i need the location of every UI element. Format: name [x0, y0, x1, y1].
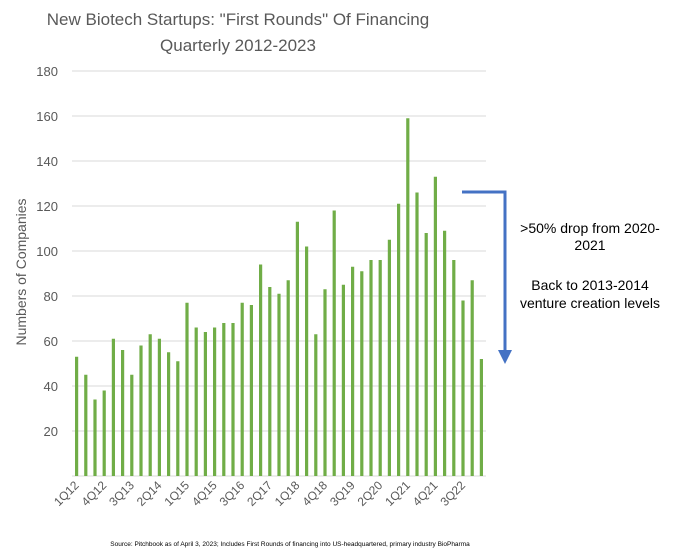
bar-2Q12	[84, 374, 88, 476]
x-tick-label: 4Q21	[410, 478, 441, 509]
x-tick-label: 3Q19	[327, 478, 358, 509]
bar-4Q21	[433, 176, 437, 476]
drop-arrow	[462, 190, 512, 364]
bar-2Q13	[121, 350, 125, 476]
bar-1Q18	[295, 221, 299, 476]
bar-4Q12	[102, 390, 106, 476]
arrow-line	[462, 190, 507, 352]
bar-4Q17	[286, 280, 290, 476]
bar-3Q18	[314, 334, 318, 476]
source-note: Source: Pitchbook as of April 3, 2023; I…	[110, 541, 470, 548]
bar-4Q15	[213, 327, 217, 476]
bar-3Q14	[167, 352, 171, 476]
y-tick-label: 60	[44, 334, 58, 349]
bar-1Q22	[443, 230, 447, 476]
bar-2Q15	[194, 327, 198, 476]
bar-1Q23	[479, 359, 483, 476]
bar-2Q21	[415, 192, 419, 476]
y-tick-labels: 20 40 60 80 100 120 140 160 180	[36, 64, 58, 439]
bar-4Q18	[323, 289, 327, 476]
y-tick-label: 40	[44, 379, 58, 394]
bar-3Q19	[351, 266, 355, 476]
bar-1Q17	[259, 264, 263, 476]
bar-4Q22	[470, 280, 474, 476]
y-tick-label: 20	[44, 424, 58, 439]
x-tick-label: 1Q15	[161, 478, 192, 509]
bar-2Q16	[231, 323, 235, 476]
bar-1Q16	[222, 323, 226, 476]
y-tick-label: 100	[36, 244, 58, 259]
bar-4Q16	[249, 305, 253, 476]
bar-4Q19	[360, 271, 364, 476]
x-tick-label: 2Q20	[355, 478, 386, 509]
bar-3Q17	[277, 293, 281, 476]
bar-1Q14	[148, 334, 152, 476]
bar-2Q17	[268, 287, 272, 476]
bar-4Q20	[397, 203, 401, 476]
bar-1Q15	[185, 302, 189, 476]
annotation-drop-line1: >50% drop from 2020-	[520, 220, 660, 236]
bar-2Q19	[341, 284, 345, 476]
bar-1Q13	[111, 338, 115, 476]
x-tick-labels: 1Q124Q123Q132Q141Q154Q153Q162Q171Q184Q18…	[51, 478, 468, 509]
annotation-levels-line1: Back to 2013-2014	[531, 277, 649, 293]
x-tick-label: 1Q12	[51, 478, 82, 509]
bar-1Q21	[406, 118, 410, 476]
bar-1Q20	[369, 260, 373, 476]
chart-subtitle: Quarterly 2012-2023	[160, 36, 316, 55]
bar-1Q12	[75, 356, 79, 476]
chart-title: New Biotech Startups: "First Rounds" Of …	[47, 10, 429, 29]
y-tick-label: 80	[44, 289, 58, 304]
bar-4Q13	[139, 345, 143, 476]
x-tick-label: 1Q21	[382, 478, 413, 509]
y-tick-label: 140	[36, 154, 58, 169]
bar-3Q13	[130, 374, 134, 476]
bar-3Q22	[461, 300, 465, 476]
bars	[75, 118, 483, 476]
annotation-levels-line2: venture creation levels	[520, 295, 660, 311]
x-tick-label: 4Q18	[299, 478, 330, 509]
bar-4Q14	[176, 361, 180, 476]
y-tick-label: 160	[36, 109, 58, 124]
x-tick-label: 3Q22	[437, 478, 468, 509]
x-tick-label: 3Q16	[217, 478, 248, 509]
y-tick-label: 180	[36, 64, 58, 79]
x-tick-label: 4Q15	[189, 478, 220, 509]
bar-3Q21	[424, 233, 428, 476]
bar-3Q12	[93, 399, 97, 476]
x-tick-label: 1Q18	[272, 478, 303, 509]
y-tick-label: 120	[36, 199, 58, 214]
bar-1Q19	[332, 210, 336, 476]
x-tick-label: 2Q14	[134, 478, 165, 509]
bar-3Q16	[240, 302, 244, 476]
bar-2Q20	[378, 260, 382, 476]
x-tick-label: 3Q13	[106, 478, 137, 509]
bar-3Q15	[203, 332, 207, 476]
bar-2Q22	[452, 260, 456, 476]
y-axis-label: Numbers of Companies	[13, 198, 29, 345]
x-tick-label: 4Q12	[79, 478, 110, 509]
bar-3Q20	[387, 239, 391, 476]
bar-2Q14	[157, 338, 161, 476]
x-tick-label: 2Q17	[244, 478, 275, 509]
bar-2Q18	[305, 246, 309, 476]
annotation-drop-line2: 2021	[574, 237, 605, 253]
arrow-head	[498, 350, 512, 364]
